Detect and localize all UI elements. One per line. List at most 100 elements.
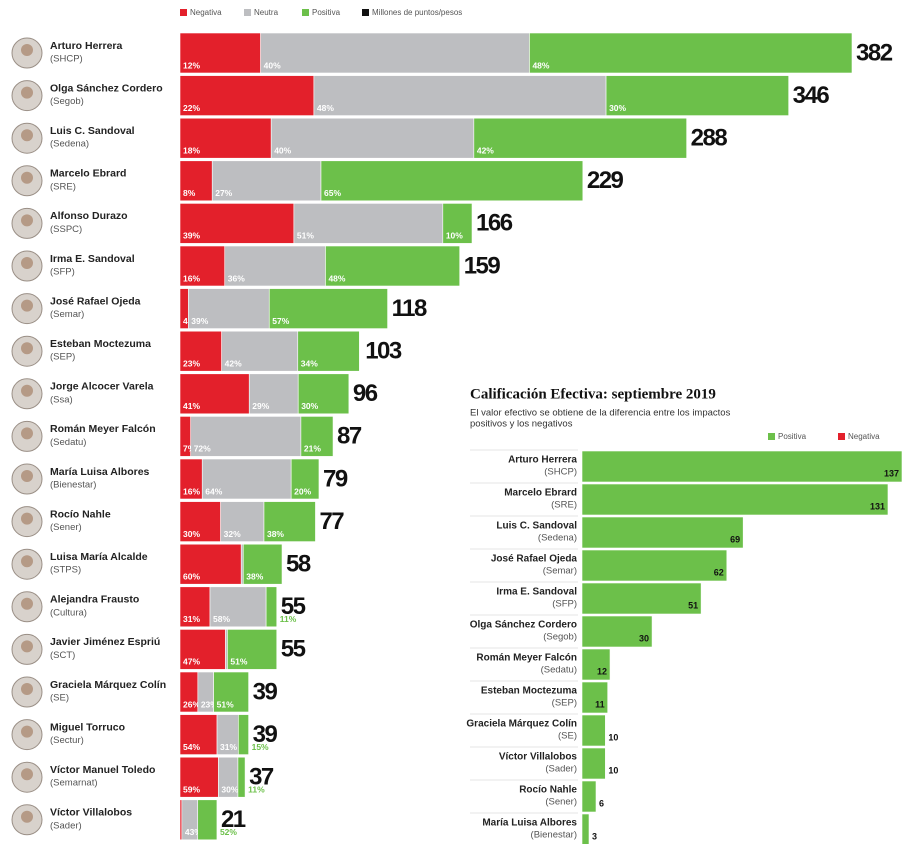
value-label: 30 [639,633,649,643]
person-ministry: (SCT) [50,650,75,661]
person-ministry: (Segob) [50,96,84,107]
person-ministry: (Semar) [50,309,84,320]
person-ministry: (SFP) [50,267,75,278]
segment-label: 47% [183,657,200,667]
bar-segment [248,373,299,415]
segment-label: 30% [301,401,318,411]
avatar-head [21,810,33,823]
person-name: Arturo Herrera [50,40,123,52]
person-name: Arturo Herrera [508,455,577,466]
person-name: Alejandra Frausto [50,594,139,606]
segment-label: 30% [609,103,626,113]
bar-segment [313,75,607,116]
segment-label: 31% [183,614,200,624]
segment-label: 38% [267,529,284,539]
avatar-head [21,597,33,610]
avatar-head [21,299,33,312]
bar-segment [197,799,218,841]
segment-label: 39% [183,231,200,241]
chart-title: Calificación Efectiva: septiembre 2019 [470,386,716,402]
bar [581,648,611,681]
value-label: 10 [608,732,618,742]
person-ministry: (SE) [558,731,577,742]
total-label: 96 [353,380,378,407]
person-name: Graciela Márquez Colín [50,679,166,691]
person-ministry: (SRE) [50,181,76,192]
legend-swatch [768,433,775,440]
bar-segment [473,117,687,159]
segment-label: 10% [446,231,463,241]
total-label: 58 [286,551,311,578]
segment-label: 23% [183,358,200,368]
person-ministry: (Cultura) [50,607,87,618]
segment-label: 15% [252,742,269,752]
segment-label: 65% [324,188,341,198]
person-name: Román Meyer Falcón [50,423,156,435]
bar [581,582,702,615]
person-ministry: (SE) [50,693,69,704]
legend-swatch [180,9,187,16]
total-label: 346 [793,82,830,109]
person-ministry: (SEP) [50,352,75,363]
person-name: Luis C. Sandoval [50,125,135,137]
segment-label: 51% [217,699,234,709]
total-label: 288 [691,125,728,152]
bar [581,780,597,813]
bar-segment [242,543,283,585]
legend-swatch [362,9,369,16]
legend-label: Positiva [778,432,807,441]
bar-segment [265,586,278,628]
segment-label: 30% [183,529,200,539]
bar-segment [529,32,853,74]
bar-segment [260,32,530,74]
segment-label: 41% [183,401,200,411]
segment-label: 34% [301,358,318,368]
bar-segment [320,160,584,202]
value-label: 69 [730,534,740,544]
avatar-head [21,257,33,269]
segment-label: 52% [220,827,237,837]
segment-label: 38% [246,571,263,581]
segment-label: 48% [532,60,549,70]
segment-label: 8% [183,188,196,198]
chart-subtitle: El valor efectivo se obtiene de la difer… [470,408,731,419]
bar-segment [179,501,221,542]
bar-segment [179,629,226,670]
segment-label: 48% [317,103,334,113]
bar-segment [263,501,316,542]
value-label: 3 [592,831,597,841]
legend-label: Positiva [312,8,341,17]
person-name: José Rafael Ojeda [50,295,141,307]
segment-label: 36% [228,273,245,283]
bar-segment [179,714,218,755]
person-name: Luis C. Sandoval [496,521,577,532]
bar-segment [179,160,213,202]
segment-label: 42% [477,145,494,155]
person-name: Rocío Nahle [519,785,577,796]
person-name: Javier Jiménez Espriú [50,636,160,648]
bar-segment [325,245,461,287]
chart-subtitle: positivos y los negativos [470,419,573,430]
bar-segment [179,117,272,159]
avatar-head [21,640,33,653]
person-name: Rocío Nahle [50,508,111,520]
bar [581,450,903,483]
value-label: 62 [714,567,724,577]
person-ministry: (SHCP) [50,54,83,65]
person-name: Esteban Moctezuma [481,686,578,697]
segment-label: 51% [230,657,247,667]
value-label: 12 [597,666,607,676]
segment-label: 40% [274,145,291,155]
bar [581,813,590,844]
person-name: Miguel Torruco [50,721,125,733]
segment-label: 18% [183,145,200,155]
value-label: 10 [608,765,618,775]
bar-segment [179,373,250,415]
bar-segment [270,117,475,159]
person-name: Luisa María Alcalde [50,551,148,563]
bar [581,747,606,780]
bar-segment [240,543,244,585]
avatar-head [21,555,33,568]
person-name: María Luisa Albores [50,466,150,478]
